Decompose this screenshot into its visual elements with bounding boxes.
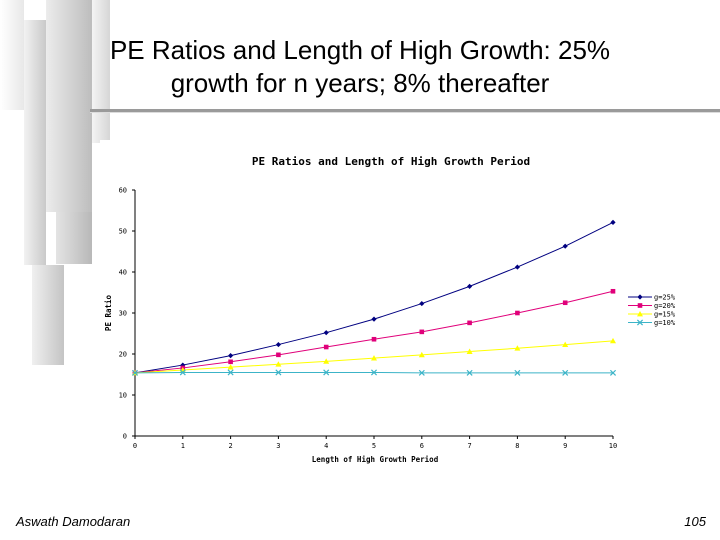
decor-block-6 (56, 212, 92, 264)
axes: 0 10 20 30 40 50 60 0 1 2 3 4 5 6 7 8 9 10 (119, 187, 618, 451)
decor-block-1 (0, 0, 24, 110)
legend-label: g=20% (654, 302, 676, 310)
y-tick-label: 10 (119, 392, 127, 400)
legend-entry: g=10% (628, 319, 676, 327)
data-point (323, 344, 329, 350)
data-point (227, 369, 234, 376)
x-tick-label: 10 (609, 442, 617, 450)
chart-area (100, 140, 700, 475)
legend-label: g=25% (654, 294, 676, 302)
title-divider (90, 109, 720, 112)
data-point (466, 369, 473, 376)
x-axis-label: Length of High Growth Period (312, 455, 438, 464)
legend-entry: g=20% (628, 302, 676, 310)
data-point (228, 359, 233, 365)
x-tick-label: 6 (420, 442, 424, 450)
x-tick-label: 0 (133, 442, 137, 450)
data-point (467, 320, 472, 326)
data-point (418, 351, 425, 358)
data-point (610, 219, 616, 225)
data-point (515, 310, 520, 316)
data-point (514, 369, 521, 376)
x-tick-label: 4 (324, 442, 328, 450)
x-tick-label: 9 (563, 442, 567, 450)
data-point (323, 369, 330, 376)
data-point (419, 329, 425, 335)
x-tick-label: 7 (467, 442, 471, 450)
legend-marker (637, 294, 643, 300)
legend-entry: g=25% (628, 294, 676, 302)
data-point (323, 330, 329, 336)
series-layer (131, 219, 617, 376)
data-point (228, 353, 234, 359)
x-tick-label: 8 (515, 442, 519, 450)
decor-block-4 (92, 0, 110, 143)
footer-author: Aswath Damodaran (16, 514, 131, 529)
data-point (275, 341, 281, 348)
data-point (562, 300, 568, 306)
data-point (514, 264, 520, 270)
data-point (371, 336, 377, 342)
data-point (131, 369, 139, 376)
data-point (275, 369, 282, 376)
data-point (466, 348, 473, 354)
x-tick-label: 5 (372, 442, 376, 450)
slide-title-line1: PE Ratios and Length of High Growth: 25% (109, 35, 611, 65)
series-g-10- (131, 369, 617, 376)
data-point (562, 243, 568, 249)
data-point (276, 352, 281, 358)
slide-title-line2: growth for n years; 8% thereafter (170, 68, 550, 98)
data-point (179, 369, 186, 376)
y-tick-label: 50 (119, 228, 127, 236)
legend-marker (637, 311, 643, 317)
legend: g=25%g=20%g=15%g=10% (628, 294, 676, 327)
data-point (371, 355, 377, 361)
data-point (227, 364, 234, 370)
data-point (562, 369, 569, 376)
decor-block-3 (46, 0, 92, 212)
chart-title: PE Ratios and Length of High Growth Peri… (252, 155, 530, 168)
slide-title: PE Ratios and Length of High Growth: 25%… (60, 34, 660, 100)
y-tick-label: 60 (119, 187, 127, 195)
y-axis-label: PE Ratio (104, 294, 113, 331)
title-divider-shadow (90, 112, 720, 113)
legend-label: g=10% (654, 319, 676, 327)
data-point (610, 288, 616, 294)
y-tick-label: 0 (123, 433, 127, 441)
data-point (419, 300, 425, 307)
data-point (275, 361, 282, 367)
data-point (562, 341, 569, 347)
y-tick-label: 40 (119, 269, 127, 277)
y-tick-label: 30 (119, 310, 127, 318)
legend-label: g=15% (654, 311, 676, 319)
data-point (610, 337, 616, 344)
page-number: 105 (684, 514, 706, 529)
data-point (514, 345, 521, 351)
legend-entry: g=15% (628, 311, 676, 319)
data-point (371, 316, 377, 322)
x-tick-label: 3 (276, 442, 280, 450)
data-point (467, 283, 473, 289)
data-point (323, 358, 330, 364)
x-tick-label: 2 (228, 442, 232, 450)
legend-marker (637, 303, 643, 308)
y-tick-label: 20 (119, 351, 127, 359)
data-point (418, 369, 425, 376)
legend-marker (636, 319, 644, 326)
decor-block-5 (32, 265, 64, 365)
data-point (370, 369, 378, 376)
decor-block-2 (24, 20, 46, 265)
x-tick-label: 1 (181, 442, 185, 450)
data-point (609, 369, 617, 376)
